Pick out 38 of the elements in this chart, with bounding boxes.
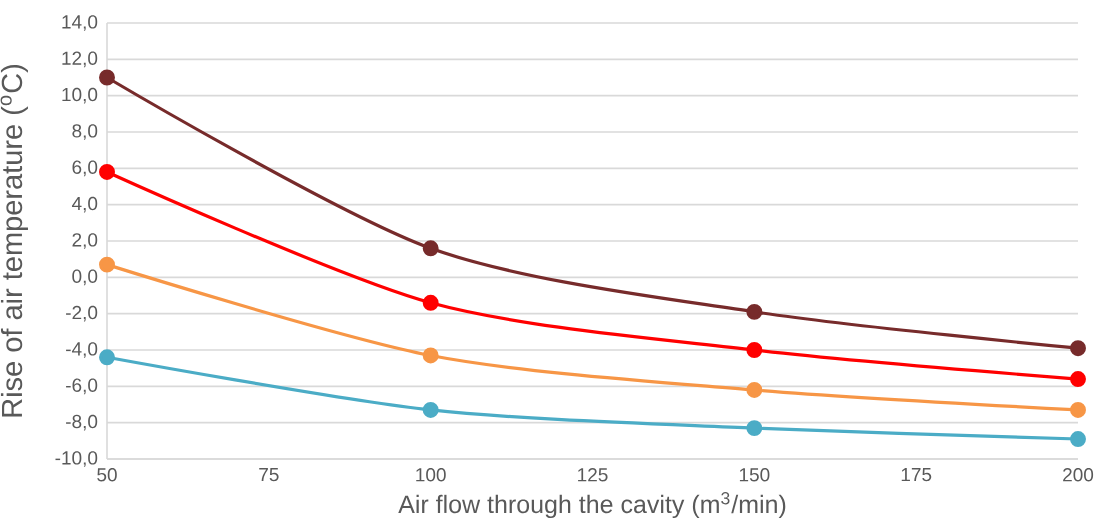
y-axis-title: Rise of air temperature ($^{o}$C) [0,65,28,417]
y-tick-label: -2,0 [66,305,98,322]
point [99,256,115,273]
x-tick-label: 50 [97,468,117,482]
point [1070,431,1086,447]
point [422,240,439,257]
x-tick-label: 150 [739,468,770,482]
y-tick-label: 8,0 [72,124,98,140]
point [1070,401,1086,418]
x-tick-label: 200 [1063,468,1094,482]
x-tick-label: 125 [578,468,608,482]
point [99,69,115,86]
y-tick-label: -10,0 [55,451,98,467]
y-tick-label: -8,0 [66,414,98,431]
point [99,163,115,180]
point [1070,371,1086,388]
x-tick-label: 175 [901,468,932,482]
x-axis-title: Air flow through the cavity (m$^{3}$/min) [398,492,786,519]
y-tick-label: 2,0 [72,233,98,249]
point [422,294,439,311]
y-tick-label: 6,0 [72,160,98,177]
y-tick-label: -4,0 [66,342,98,358]
y-tick-label: 4,0 [71,196,98,213]
y-tick-label: 10,0 [62,87,98,104]
point [422,347,439,364]
y-tick-label: 14,0 [62,15,98,31]
point [422,401,439,418]
y-tick-label: 0,0 [72,269,98,286]
x-tick-label: 75 [259,468,279,482]
y-tick-label: 12,0 [62,51,98,68]
point [746,303,763,320]
point [99,349,115,366]
point [746,381,763,398]
x-tick-label: 100 [416,468,446,482]
point [746,420,763,437]
point [1070,340,1086,357]
point [746,342,763,358]
y-tick-label: -6,0 [66,378,98,395]
